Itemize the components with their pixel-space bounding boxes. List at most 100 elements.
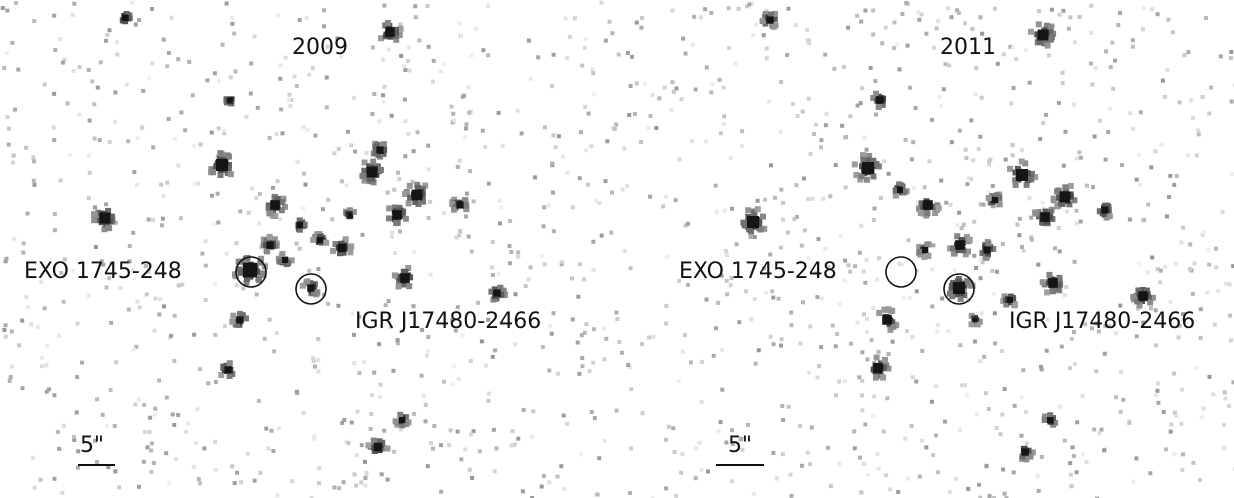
noise — [370, 393, 374, 398]
star-pixel — [391, 272, 398, 279]
noise — [614, 122, 619, 127]
noise — [688, 360, 693, 365]
noise — [683, 223, 688, 228]
noise — [1214, 246, 1218, 251]
noise — [382, 3, 387, 8]
star-pixel — [377, 167, 384, 173]
noise — [978, 15, 983, 20]
noise — [52, 212, 57, 217]
star-pixel — [91, 211, 97, 218]
star-pixel — [391, 204, 398, 211]
noise — [104, 424, 109, 428]
noise — [963, 383, 967, 388]
noise — [986, 407, 991, 411]
noise — [1071, 454, 1076, 458]
noise — [1064, 285, 1069, 289]
noise — [960, 383, 965, 388]
star-core — [347, 212, 353, 218]
star-core — [307, 284, 315, 292]
noise — [141, 88, 146, 93]
noise — [74, 410, 79, 415]
noise — [1114, 331, 1119, 336]
noise — [1198, 307, 1203, 312]
noise — [577, 371, 582, 376]
noise — [905, 476, 910, 481]
noise — [490, 354, 495, 359]
noise — [807, 370, 811, 375]
noise — [459, 33, 464, 38]
star-pixel — [491, 295, 498, 302]
noise — [274, 132, 279, 137]
noise — [304, 16, 309, 21]
noise — [1077, 150, 1082, 155]
noise — [724, 440, 729, 445]
noise — [779, 245, 783, 250]
noise — [874, 112, 878, 117]
noise — [793, 23, 798, 27]
noise — [582, 45, 587, 50]
noise — [401, 64, 406, 69]
star-pixel — [332, 241, 339, 247]
noise — [52, 393, 57, 398]
noise — [1003, 157, 1008, 162]
noise — [699, 15, 703, 20]
noise — [387, 313, 392, 318]
star-core — [373, 442, 383, 452]
noise — [209, 130, 214, 135]
noise — [868, 65, 873, 70]
noise — [582, 330, 587, 335]
noise — [311, 359, 316, 363]
noise — [979, 95, 984, 100]
noise — [370, 45, 375, 50]
noise — [860, 350, 865, 355]
noise — [719, 273, 724, 278]
noise — [1118, 11, 1122, 15]
noise — [751, 33, 756, 37]
noise — [1176, 335, 1181, 340]
noise — [1172, 410, 1177, 415]
noise — [1056, 226, 1061, 231]
noise — [948, 202, 953, 207]
noise — [605, 139, 610, 144]
noise — [972, 219, 977, 224]
noise — [412, 411, 417, 416]
noise — [107, 276, 112, 281]
noise — [752, 297, 757, 301]
noise — [72, 1, 77, 6]
noise — [368, 426, 373, 431]
noise — [913, 106, 918, 111]
star-pixel — [860, 156, 867, 163]
noise — [994, 426, 999, 431]
noise — [768, 334, 773, 339]
noise — [896, 490, 901, 494]
noise — [274, 331, 279, 335]
star-pixel — [229, 318, 236, 325]
noise — [316, 267, 321, 272]
noise — [526, 277, 531, 282]
noise — [1012, 177, 1017, 181]
noise — [924, 31, 929, 36]
noise — [58, 37, 63, 42]
noise — [93, 205, 97, 210]
noise — [305, 128, 310, 133]
noise — [1214, 265, 1219, 270]
noise — [1060, 81, 1065, 85]
star-pixel — [956, 278, 963, 285]
noise — [812, 132, 817, 136]
noise — [297, 246, 302, 251]
noise — [86, 153, 91, 158]
noise — [426, 44, 431, 49]
star-pixel — [983, 254, 990, 261]
star-core — [366, 166, 378, 178]
star-pixel — [415, 201, 422, 207]
noise — [634, 81, 639, 86]
noise — [748, 235, 753, 239]
noise — [13, 107, 17, 112]
noise — [151, 145, 156, 150]
noise — [699, 467, 704, 472]
noise — [257, 192, 262, 196]
noise — [294, 84, 299, 88]
star-pixel — [347, 249, 354, 256]
noise — [551, 229, 556, 234]
noise — [671, 426, 676, 431]
